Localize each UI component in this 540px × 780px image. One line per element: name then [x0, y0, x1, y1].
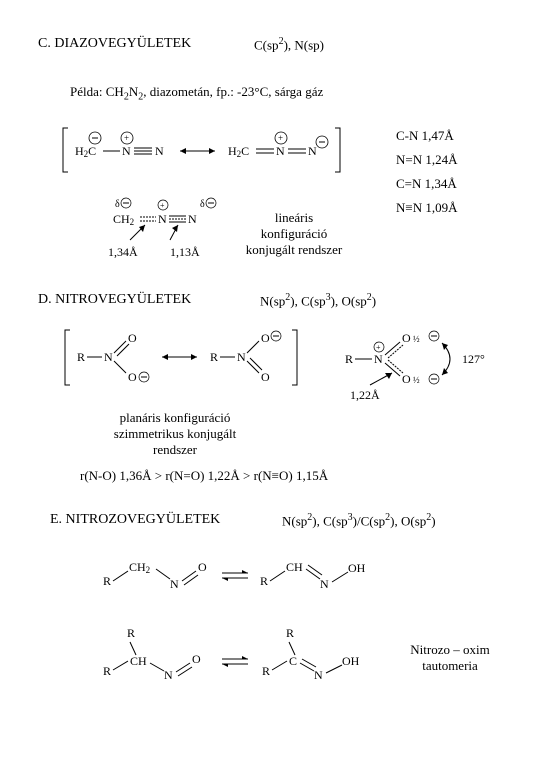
svg-text:R: R [286, 626, 294, 640]
svg-text:CH2: CH2 [113, 212, 134, 227]
svg-text:H2C: H2C [75, 144, 96, 159]
svg-text:O ½: O ½ [402, 372, 420, 386]
svg-text:N: N [104, 350, 113, 364]
section-d-hybrid: N(sp2), C(sp3), O(sp2) [260, 292, 376, 309]
angle-127: 127° [462, 352, 485, 367]
svg-text:R: R [103, 664, 111, 678]
section-e-hybrid: N(sp2), C(sp3)/C(sp2), O(sp2) [282, 512, 436, 529]
svg-text:R: R [210, 350, 218, 364]
svg-text:O: O [198, 560, 207, 574]
planar-config-text: planáris konfiguráció szimmetrikus konju… [100, 410, 250, 458]
svg-text:N: N [158, 212, 167, 226]
svg-text:O: O [261, 370, 270, 384]
svg-text:OH: OH [342, 654, 360, 668]
tautomer-label: Nitrozo – oxim tautomeria [395, 642, 505, 674]
bond-nn2: N≡N 1,09Å [396, 200, 458, 216]
bond-cn2: C=N 1,34Å [396, 176, 457, 192]
section-c-title: C. DIAZOVEGYÜLETEK [38, 36, 191, 52]
svg-text:+: + [160, 201, 165, 210]
svg-text:N: N [164, 668, 173, 682]
svg-text:O: O [128, 331, 137, 345]
section-c-hybrid: C(sp2), N(sp) [254, 36, 324, 53]
example-text: Példa: CH2N2, diazometán, fp.: -23°C, sá… [70, 84, 323, 103]
svg-text:N: N [188, 212, 197, 226]
svg-text:δ: δ [115, 199, 120, 210]
svg-text:N: N [374, 352, 383, 366]
svg-text:N: N [155, 144, 164, 158]
diazo-resonance-diagram: H2C N + N H2C N + N [60, 120, 370, 180]
svg-text:CH: CH [286, 560, 303, 574]
svg-text:N: N [314, 668, 323, 682]
svg-text:N: N [122, 144, 131, 158]
svg-text:R: R [260, 574, 268, 588]
svg-text:+: + [124, 133, 129, 143]
svg-text:H2C: H2C [228, 144, 249, 159]
nitro-resonance-diagram: R N O O R N O O [62, 325, 322, 395]
svg-text:C: C [289, 654, 297, 668]
val-134: 1,34Å [108, 245, 138, 260]
svg-text:N: N [170, 577, 179, 591]
nitroso-tautomer-1: R CH2 N O R CH N OH [100, 545, 380, 605]
svg-text:CH: CH [130, 654, 147, 668]
section-d-title: D. NITROVEGYÜLETEK [38, 292, 191, 308]
svg-text:O: O [128, 370, 137, 384]
svg-text:+: + [376, 343, 381, 352]
svg-text:δ: δ [200, 199, 205, 210]
linear-config-text: lineáris konfiguráció konjugált rendszer [234, 210, 354, 258]
svg-text:+: + [278, 133, 283, 143]
svg-text:O: O [261, 331, 270, 345]
svg-text:N: N [308, 144, 317, 158]
svg-text:N: N [320, 577, 329, 591]
svg-text:R: R [103, 574, 111, 588]
svg-text:O: O [192, 652, 201, 666]
val-122: 1,22Å [350, 388, 380, 403]
svg-text:N: N [276, 144, 285, 158]
bond-nn1: N=N 1,24Å [396, 152, 458, 168]
svg-text:R: R [262, 664, 270, 678]
section-e-title: E. NITROZOVEGYÜLETEK [50, 512, 220, 528]
val-113: 1,13Å [170, 245, 200, 260]
svg-text:CH2: CH2 [129, 560, 150, 575]
svg-text:O ½: O ½ [402, 331, 420, 345]
bond-comparison: r(N-O) 1,36Å > r(N=O) 1,22Å > r(N≡O) 1,1… [80, 468, 328, 484]
svg-text:R: R [77, 350, 85, 364]
nitroso-tautomer-2: R R CH N O R R C N OH [100, 625, 380, 695]
svg-text:R: R [127, 626, 135, 640]
svg-text:OH: OH [348, 561, 366, 575]
svg-text:N: N [237, 350, 246, 364]
bond-cn: C-N 1,47Å [396, 128, 454, 144]
svg-text:R: R [345, 352, 353, 366]
